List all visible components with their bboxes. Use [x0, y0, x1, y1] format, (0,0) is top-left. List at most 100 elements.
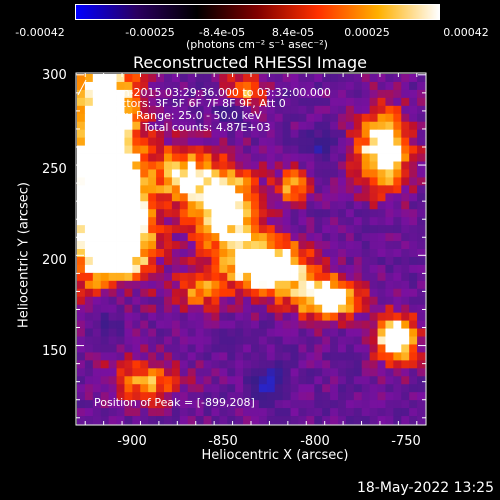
- heatmap-cell: [385, 416, 394, 425]
- heatmap-cell: [393, 217, 402, 226]
- heatmap-cell: [84, 336, 94, 345]
- heatmap-cell: [100, 336, 110, 345]
- heatmap-cell: [393, 145, 402, 154]
- plot-timestamp: 18-May-2022 13:25: [356, 480, 494, 496]
- heatmap-cell: [77, 320, 86, 329]
- heatmap-cell: [401, 153, 410, 162]
- heatmap-cell: [338, 249, 347, 258]
- heatmap-cell: [132, 121, 141, 131]
- heatmap-cell: [156, 384, 165, 393]
- heatmap-cell: [338, 161, 347, 170]
- heatmap-cell: [156, 328, 165, 337]
- heatmap-cell: [92, 296, 102, 306]
- heatmap-cell: [298, 121, 307, 131]
- colorbar: [75, 4, 440, 20]
- heatmap-cell: [330, 185, 339, 194]
- heatmap-cell: [219, 384, 228, 393]
- heatmap-cell: [227, 89, 236, 99]
- heatmap-cell: [330, 368, 339, 377]
- heatmap-cell: [345, 249, 355, 258]
- heatmap-cell: [369, 121, 378, 131]
- heatmap-cell: [195, 400, 204, 409]
- heatmap-cell: [219, 177, 228, 186]
- heatmap-cell: [164, 352, 173, 361]
- heatmap-cell: [84, 272, 94, 282]
- heatmap-cell: [330, 296, 339, 306]
- heatmap-cell: [401, 74, 410, 83]
- heatmap-cell: [84, 225, 94, 234]
- heatmap-cell: [338, 185, 347, 194]
- heatmap-cell: [219, 352, 228, 361]
- heatmap-cell: [417, 105, 426, 115]
- heatmap-cell: [353, 81, 363, 91]
- heatmap-cell: [369, 368, 378, 377]
- heatmap-cell: [393, 384, 402, 393]
- heatmap-cell: [77, 376, 86, 385]
- heatmap-cell: [282, 328, 291, 337]
- heatmap-cell: [203, 272, 212, 282]
- heatmap-cell: [92, 137, 102, 146]
- heatmap-cell: [377, 161, 386, 170]
- heatmap-cell: [124, 177, 133, 186]
- heatmap-cell: [409, 97, 418, 107]
- heatmap-cell: [116, 336, 125, 345]
- heatmap-cell: [124, 81, 133, 91]
- heatmap-cell: [258, 113, 268, 123]
- heatmap-cell: [330, 416, 339, 425]
- heatmap-cell: [409, 145, 418, 154]
- heatmap-cell: [140, 89, 149, 99]
- heatmap-cell: [100, 288, 110, 298]
- heatmap-cell: [417, 416, 426, 425]
- heatmap-cell: [148, 113, 157, 123]
- heatmap-cell: [164, 344, 173, 353]
- heatmap-cell: [393, 121, 402, 131]
- heatmap-cell: [132, 201, 141, 210]
- heatmap-cell: [219, 249, 228, 258]
- heatmap-cell: [298, 161, 307, 170]
- heatmap-cell: [164, 256, 173, 266]
- heatmap-cell: [377, 400, 386, 409]
- heatmap-cell: [266, 193, 276, 202]
- heatmap-cell: [148, 169, 157, 178]
- heatmap-cell: [306, 256, 315, 266]
- heatmap-cell: [77, 185, 86, 194]
- heatmap-cell: [369, 233, 378, 242]
- heatmap-cell: [369, 256, 378, 266]
- heatmap-cell: [100, 153, 110, 162]
- heatmap-cell: [219, 400, 228, 409]
- heatmap-cell: [266, 153, 276, 162]
- heatmap-cell: [179, 256, 189, 266]
- heatmap-cell: [353, 416, 363, 425]
- heatmap-cell: [132, 193, 141, 202]
- heatmap-cell: [108, 384, 117, 393]
- y-axis-label: Heliocentric Y (arcsec): [16, 182, 32, 328]
- heatmap-cell: [124, 169, 133, 178]
- heatmap-cell: [77, 400, 86, 409]
- heatmap-cell: [235, 89, 244, 99]
- heatmap-cell: [377, 153, 386, 162]
- heatmap-cell: [171, 145, 181, 154]
- heatmap-cell: [132, 137, 141, 146]
- heatmap-cell: [409, 113, 418, 123]
- heatmap-cell: [179, 241, 189, 250]
- heatmap-cell: [179, 384, 189, 393]
- heatmap-cell: [100, 241, 110, 250]
- heatmap-cell: [108, 392, 117, 401]
- heatmap-cell: [298, 201, 307, 210]
- heatmap-cell: [132, 113, 141, 123]
- heatmap-cell: [401, 368, 410, 377]
- heatmap-cell: [330, 312, 339, 321]
- heatmap-cell: [92, 217, 102, 226]
- heatmap-cell: [243, 113, 252, 123]
- heatmap-cell: [243, 368, 252, 377]
- heatmap-cell: [401, 360, 410, 369]
- heatmap-cell: [140, 201, 149, 210]
- heatmap-cell: [345, 129, 355, 139]
- heatmap-cell: [353, 384, 363, 393]
- heatmap-cell: [345, 264, 355, 274]
- heatmap-cell: [298, 320, 307, 329]
- heatmap-cell: [187, 360, 197, 369]
- heatmap-cell: [377, 169, 386, 178]
- heatmap-cell: [306, 129, 315, 139]
- heatmap-cell: [377, 137, 386, 146]
